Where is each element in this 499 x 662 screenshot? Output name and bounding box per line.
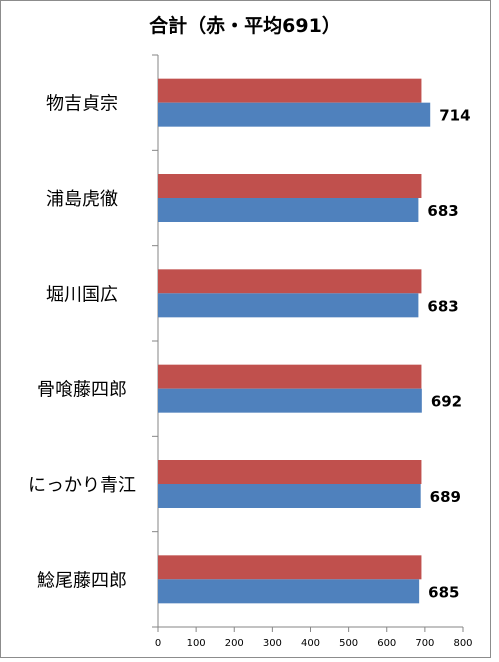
x-tick-label: 0 xyxy=(155,638,161,649)
data-label: 692 xyxy=(431,393,462,411)
total-bar xyxy=(158,388,422,413)
plot-area: 0 100 200 300 400 500 600 700 800 物吉貞宗 714 浦島虎徹 683 堀… xyxy=(28,54,473,649)
data-label: 683 xyxy=(427,297,458,315)
x-tick-label: 600 xyxy=(377,638,396,649)
average-bar xyxy=(158,78,422,103)
total-bar xyxy=(158,198,419,222)
data-label: 689 xyxy=(430,488,461,506)
x-tick-label: 200 xyxy=(225,638,244,649)
category-label: 骨喰藤四郎 xyxy=(37,380,127,401)
average-bar xyxy=(158,460,422,484)
total-bar xyxy=(158,579,420,604)
average-bar xyxy=(158,269,422,294)
data-label: 685 xyxy=(428,583,459,601)
total-bar xyxy=(158,293,419,318)
data-label: 714 xyxy=(439,107,470,125)
category-label: にっかり青江 xyxy=(28,475,136,496)
x-tick-label: 400 xyxy=(301,638,320,649)
category-label: 堀川国広 xyxy=(46,284,118,305)
x-tick-label: 800 xyxy=(453,638,472,649)
chart-title: 合計（赤・平均691） xyxy=(149,14,341,37)
category-label: 浦島虎徹 xyxy=(46,189,118,210)
average-bar xyxy=(158,364,422,389)
average-bar xyxy=(158,555,422,580)
data-label: 683 xyxy=(427,202,458,220)
total-bar xyxy=(158,102,431,127)
category-label: 鯰尾藤四郎 xyxy=(37,570,127,591)
x-tick-label: 300 xyxy=(263,638,282,649)
x-tick-label: 700 xyxy=(415,638,434,649)
total-bar xyxy=(158,484,421,508)
average-bar xyxy=(158,174,422,198)
category-label: 物吉貞宗 xyxy=(46,94,118,115)
x-tick-label: 100 xyxy=(187,638,206,649)
x-tick-label: 500 xyxy=(339,638,358,649)
